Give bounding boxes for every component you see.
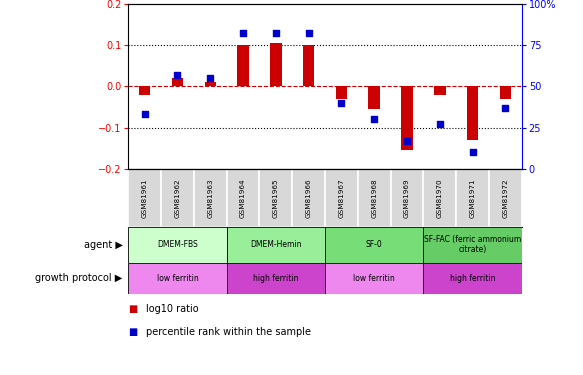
Bar	[423, 227, 522, 262]
Text: agent ▶: agent ▶	[83, 240, 122, 250]
Text: SF-0: SF-0	[366, 240, 382, 249]
Point	[206, 75, 215, 81]
Point	[468, 149, 477, 155]
Text: GSM81962: GSM81962	[174, 178, 181, 218]
Bar	[391, 169, 423, 227]
Point	[271, 30, 280, 36]
Bar	[237, 45, 249, 86]
Bar	[325, 169, 358, 227]
Point	[370, 116, 379, 122]
Bar	[401, 86, 413, 150]
Bar	[303, 45, 314, 86]
Bar	[336, 86, 347, 99]
Bar	[161, 169, 194, 227]
Bar	[139, 86, 150, 94]
Point	[337, 100, 346, 106]
Bar	[270, 43, 282, 86]
Bar	[259, 169, 292, 227]
Text: GSM81964: GSM81964	[240, 178, 246, 218]
Bar	[325, 227, 423, 262]
Text: GSM81966: GSM81966	[305, 178, 312, 218]
Bar	[227, 262, 325, 294]
Bar	[358, 169, 391, 227]
Point	[140, 111, 149, 117]
Bar	[205, 82, 216, 86]
Bar	[292, 169, 325, 227]
Text: ■: ■	[128, 304, 138, 314]
Bar	[128, 169, 161, 227]
Bar	[128, 227, 227, 262]
Text: log10 ratio: log10 ratio	[146, 304, 198, 314]
Text: DMEM-Hemin: DMEM-Hemin	[250, 240, 301, 249]
Bar	[194, 169, 227, 227]
Point	[238, 30, 248, 36]
Text: high ferritin: high ferritin	[450, 274, 496, 283]
Bar	[172, 78, 183, 86]
Bar	[368, 86, 380, 109]
Bar	[489, 169, 522, 227]
Text: GSM81963: GSM81963	[207, 178, 213, 218]
Bar	[128, 262, 227, 294]
Point	[402, 138, 412, 144]
Bar	[227, 227, 325, 262]
Text: DMEM-FBS: DMEM-FBS	[157, 240, 198, 249]
Text: SF-FAC (ferric ammonium
citrate): SF-FAC (ferric ammonium citrate)	[424, 235, 521, 254]
Text: low ferritin: low ferritin	[157, 274, 198, 283]
Bar	[500, 86, 511, 99]
Bar	[227, 169, 259, 227]
Text: ■: ■	[128, 327, 138, 337]
Point	[304, 30, 313, 36]
Point	[501, 105, 510, 111]
Point	[435, 121, 444, 127]
Bar	[456, 169, 489, 227]
Text: low ferritin: low ferritin	[353, 274, 395, 283]
Text: GSM81967: GSM81967	[338, 178, 345, 218]
Text: GSM81965: GSM81965	[273, 178, 279, 218]
Bar	[325, 262, 423, 294]
Bar	[467, 86, 478, 140]
Text: high ferritin: high ferritin	[253, 274, 298, 283]
Text: GSM81961: GSM81961	[142, 178, 147, 218]
Text: growth protocol ▶: growth protocol ▶	[35, 273, 122, 284]
Text: GSM81969: GSM81969	[404, 178, 410, 218]
Text: GSM81970: GSM81970	[437, 178, 443, 218]
Text: GSM81972: GSM81972	[503, 178, 508, 218]
Text: percentile rank within the sample: percentile rank within the sample	[146, 327, 311, 337]
Bar	[423, 262, 522, 294]
Text: GSM81968: GSM81968	[371, 178, 377, 218]
Text: GSM81971: GSM81971	[469, 178, 476, 218]
Point	[173, 72, 182, 78]
Bar	[423, 169, 456, 227]
Bar	[434, 86, 445, 94]
